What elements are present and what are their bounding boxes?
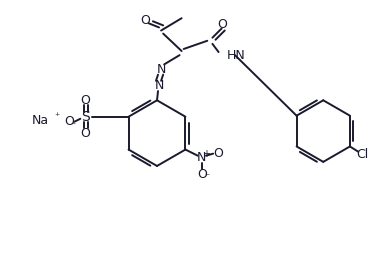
Text: O: O	[80, 94, 91, 107]
Text: Cl: Cl	[356, 148, 368, 161]
Text: O: O	[218, 18, 228, 31]
Text: +: +	[202, 149, 210, 159]
Text: N: N	[197, 151, 207, 164]
Text: O: O	[80, 127, 91, 140]
Text: O: O	[140, 14, 150, 27]
Text: O: O	[64, 115, 74, 128]
Text: N: N	[154, 79, 164, 92]
Text: N: N	[156, 63, 166, 76]
Text: O: O	[213, 147, 223, 160]
Text: HN: HN	[227, 49, 245, 62]
Text: O: O	[197, 168, 207, 181]
Text: S: S	[81, 110, 90, 124]
Text: ⁻: ⁻	[205, 172, 210, 182]
Text: ⁻: ⁻	[71, 121, 76, 131]
Text: Na: Na	[31, 114, 49, 127]
Text: ⁺: ⁺	[54, 112, 59, 122]
